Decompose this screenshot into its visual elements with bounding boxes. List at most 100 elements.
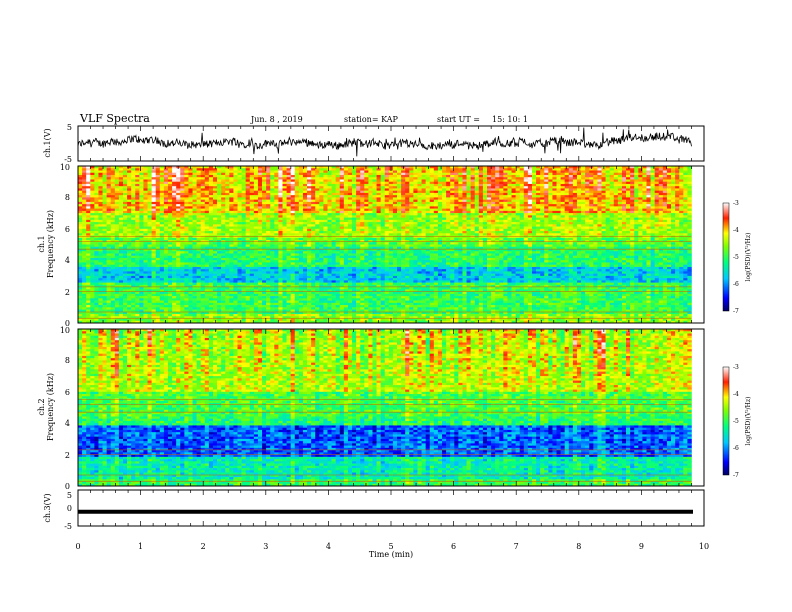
spectrogram-cell <box>262 238 266 241</box>
spectrogram-cell <box>454 193 458 196</box>
spectrogram-cell <box>683 186 687 189</box>
spectrogram-cell <box>291 224 295 227</box>
spectrogram-cell <box>434 213 438 216</box>
spectrogram-cell <box>597 233 601 236</box>
spectrogram-cell <box>135 213 139 216</box>
spectrogram-cell <box>164 231 168 234</box>
spectrogram-cell <box>655 215 659 218</box>
spectrogram-cell <box>667 186 671 189</box>
spectrogram-cell <box>618 233 622 236</box>
spectrogram-cell <box>405 168 409 171</box>
spectrogram-cell <box>642 168 646 171</box>
spectrogram-cell <box>597 184 601 187</box>
spectrogram-cell <box>430 177 434 180</box>
spectrogram-cell <box>274 222 278 225</box>
spectrogram-cell <box>683 182 687 185</box>
spectrogram-cell <box>111 227 115 230</box>
spectrogram-cell <box>417 177 421 180</box>
spectrogram-cell <box>532 175 536 178</box>
spectrogram-cell <box>94 204 98 207</box>
spectrogram-cell <box>295 193 299 196</box>
spectrogram-cell <box>630 220 634 223</box>
spectrogram-cell <box>610 186 614 189</box>
spectrogram-cell <box>348 220 352 223</box>
spectrogram-cell <box>364 168 368 171</box>
spectrogram-cell <box>618 182 622 185</box>
spectrogram-cell <box>372 206 376 209</box>
spectrogram-cell <box>422 218 426 221</box>
spectrogram-cell <box>270 195 274 198</box>
spectrogram-cell <box>483 188 487 191</box>
spectrogram-cell <box>512 231 516 234</box>
spectrogram-cell <box>311 224 315 227</box>
spectrogram-cell <box>217 238 221 241</box>
spectrogram-cell <box>471 200 475 203</box>
spectrogram-cell <box>180 227 184 230</box>
ch1-spectrogram-cells <box>78 166 692 323</box>
spectrogram-cell <box>532 195 536 198</box>
spectrogram-cell <box>434 168 438 171</box>
spectrogram-cell <box>238 213 242 216</box>
spectrogram-cell <box>532 204 536 207</box>
spectrogram-cell <box>401 206 405 209</box>
spectrogram-cell <box>622 184 626 187</box>
spectrogram-cell <box>250 227 254 230</box>
spectrogram-cell <box>86 213 90 216</box>
spectrogram-cell <box>377 188 381 191</box>
spectrogram-cell <box>188 204 192 207</box>
spectrogram-cell <box>233 227 237 230</box>
spectrogram-cell <box>479 179 483 182</box>
spectrogram-cell <box>646 184 650 187</box>
spectrogram-cell <box>610 229 614 232</box>
spectrogram-cell <box>401 211 405 214</box>
spectrogram-cell <box>422 233 426 236</box>
spectrogram-cell <box>683 177 687 180</box>
spectrogram-cell <box>597 191 601 194</box>
spectrogram-cell <box>282 170 286 173</box>
spectrogram-cell <box>385 173 389 176</box>
spectrogram-cell <box>487 222 491 225</box>
spectrogram-cell <box>475 197 479 200</box>
spectrogram-cell <box>557 233 561 236</box>
spectrogram-cell <box>495 220 499 223</box>
spectrogram-cell <box>168 218 172 221</box>
spectrogram-cell <box>573 227 577 230</box>
spectrogram-cell <box>258 215 262 218</box>
spectrogram-cell <box>115 224 119 227</box>
spectrogram-cell <box>372 231 376 234</box>
spectrogram-cell <box>655 173 659 176</box>
spectrogram-cell <box>172 168 176 171</box>
spectrogram-cell <box>532 231 536 234</box>
spectrogram-cell <box>213 182 217 185</box>
spectrogram-cell <box>557 173 561 176</box>
spectrogram-cell <box>381 227 385 230</box>
spectrogram-cell <box>544 206 548 209</box>
spectrogram-cell <box>213 202 217 205</box>
spectrogram-cell <box>148 211 152 214</box>
spectrogram-cell <box>659 227 663 230</box>
spectrogram-cell <box>340 197 344 200</box>
spectrogram-cell <box>274 233 278 236</box>
spectrogram-cell <box>614 179 618 182</box>
spectrogram-cell <box>98 188 102 191</box>
spectrogram-cell <box>364 222 368 225</box>
spectrogram-cell <box>352 177 356 180</box>
spectrogram-cell <box>295 173 299 176</box>
spectrogram-cell <box>323 170 327 173</box>
spectrogram-cell <box>225 233 229 236</box>
spectrogram-cell <box>507 173 511 176</box>
spectrogram-cell <box>683 209 687 212</box>
spectrogram-cell <box>438 218 442 221</box>
spectrogram-cell <box>377 186 381 189</box>
spectrogram-cell <box>577 202 581 205</box>
spectrogram-cell <box>246 218 250 221</box>
spectrogram-cell <box>197 182 201 185</box>
spectrogram-cell <box>409 197 413 200</box>
spectrogram-cell <box>663 222 667 225</box>
spectrogram-cell <box>319 211 323 214</box>
spectrogram-cell <box>507 209 511 212</box>
spectrogram-cell <box>589 224 593 227</box>
spectrogram-cell <box>229 179 233 182</box>
spectrogram-cell <box>90 202 94 205</box>
spectrogram-cell <box>397 238 401 241</box>
